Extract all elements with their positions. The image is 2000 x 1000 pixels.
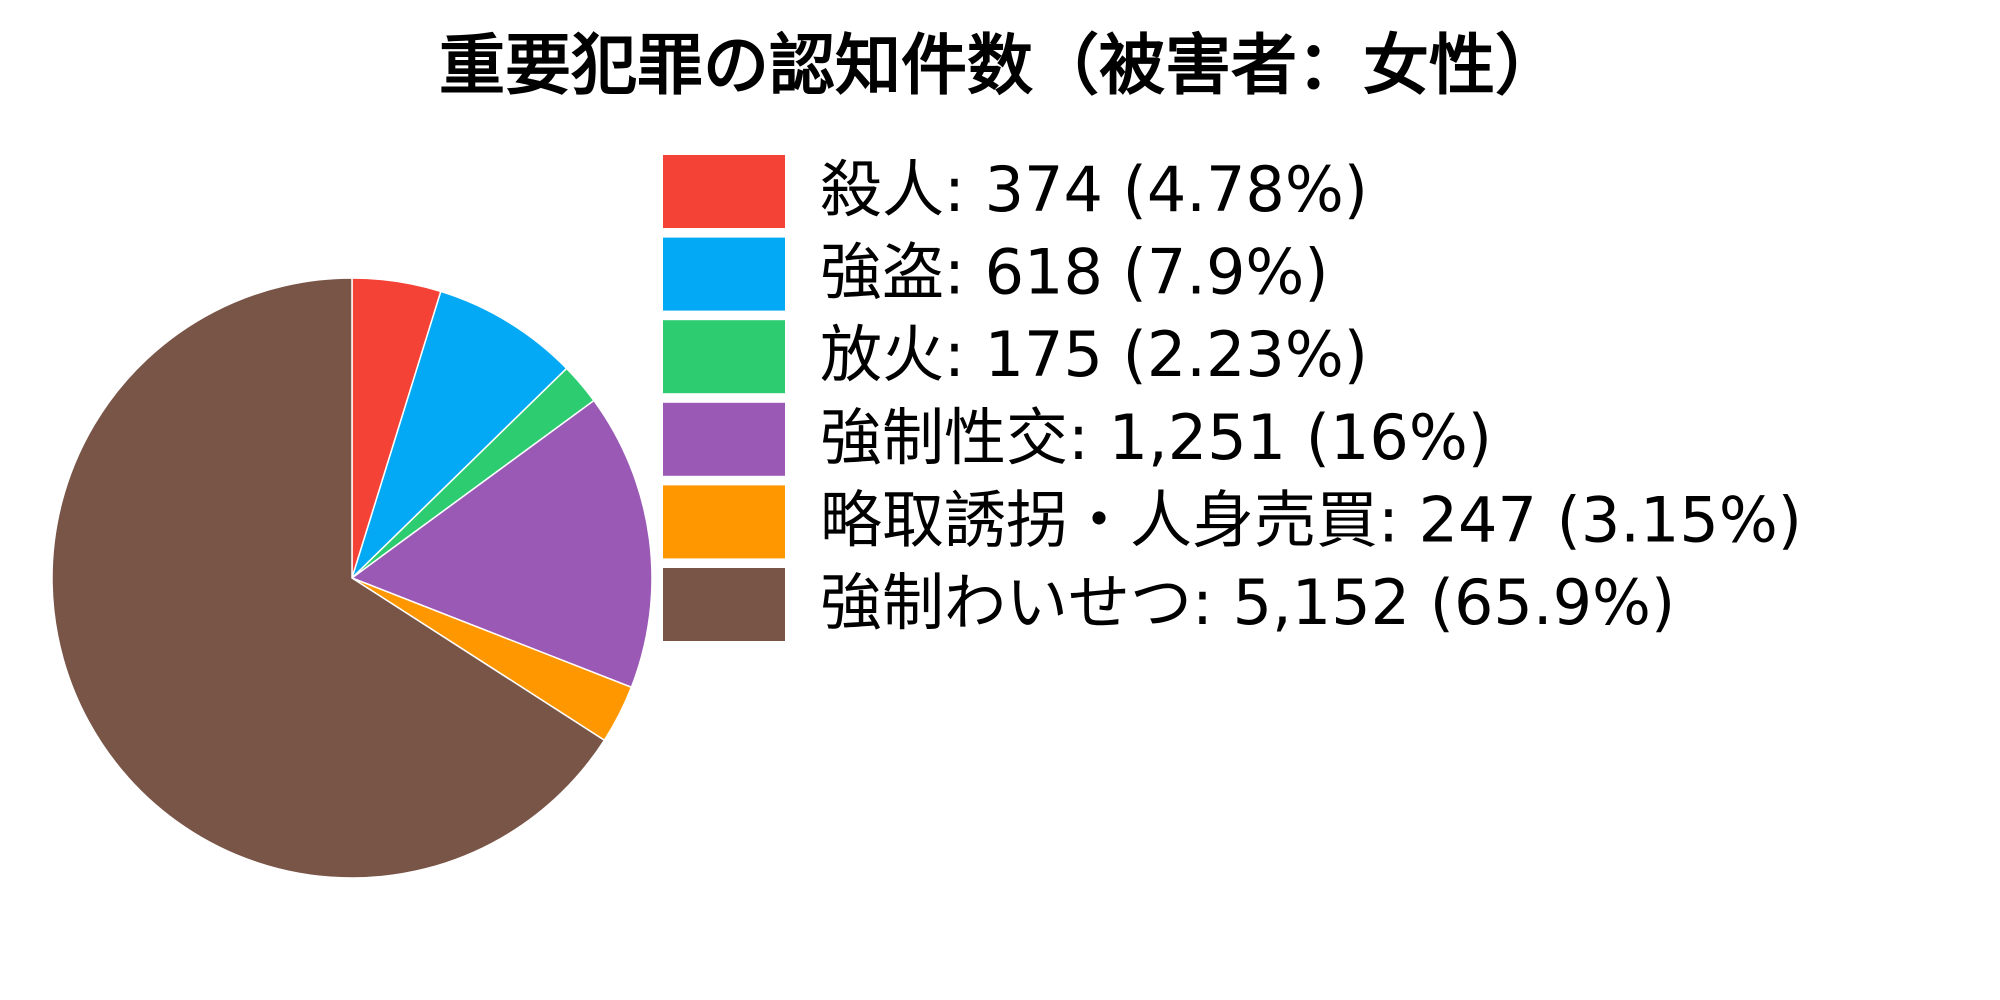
pie: [51, 277, 653, 879]
pie-slice-6: [51, 277, 606, 879]
chart-title: 重要犯罪の認知件数（被害者：女性）: [439, 27, 1561, 104]
legend-label-4: 強制性交: 1,251 (16%): [820, 401, 1492, 474]
legend-label-6: 強制わいせつ: 5,152 (65.9%): [820, 566, 1675, 639]
legend-label-2: 強盗: 618 (7.9%): [820, 236, 1329, 309]
legend-label-3: 放火: 175 (2.23%): [820, 318, 1368, 391]
legend-swatch-3: [663, 320, 785, 394]
legend-swatch-2: [663, 237, 785, 311]
legend: 殺人: 374 (4.78%) 強盗: 618 (7.9%) 放火: 175 (2.…: [663, 153, 1802, 641]
legend-label-1: 殺人: 374 (4.78%): [820, 153, 1368, 226]
legend-swatch-4: [663, 402, 785, 476]
legend-label-5: 略取誘拐・人身売買: 247 (3.15%): [820, 483, 1802, 556]
pie-slice-4: [350, 399, 653, 689]
legend-swatch-1: [663, 155, 785, 228]
legend-swatch-5: [663, 485, 785, 559]
pie-slice-2: [351, 290, 568, 579]
legend-swatch-6: [663, 568, 785, 641]
